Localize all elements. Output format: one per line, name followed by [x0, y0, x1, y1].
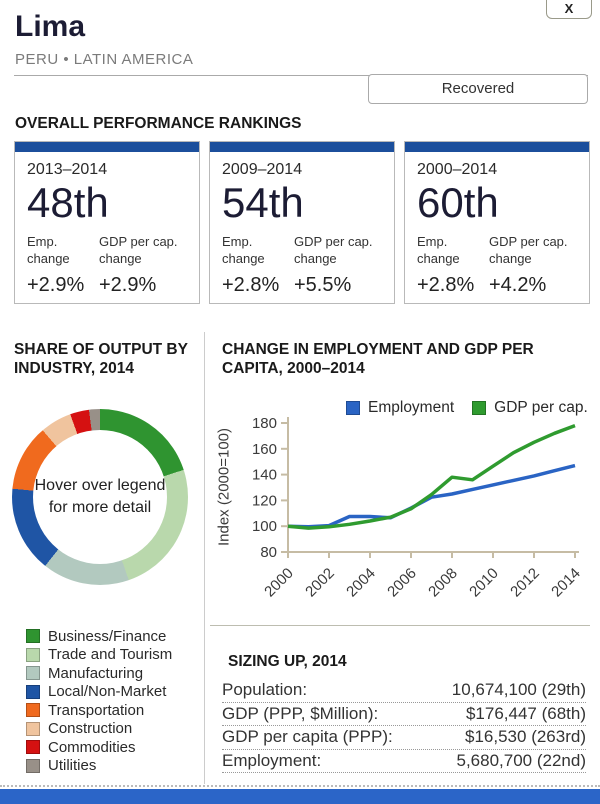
row-label: GDP (PPP, $Million):	[222, 703, 379, 723]
svg-text:2014: 2014	[548, 565, 584, 601]
legend-item-local-non-market[interactable]: Local/Non-Market	[26, 683, 172, 700]
gdp-per-cap-swatch-icon	[472, 401, 487, 416]
legend-item-construction[interactable]: Construction	[26, 720, 172, 737]
line-chart: Employment GDP per cap. Index (2000=100)…	[210, 395, 600, 619]
gdp-change-value: +2.9%	[99, 273, 157, 296]
line-chart-heading: CHANGE IN EMPLOYMENT AND GDP PER CAPITA,…	[222, 341, 534, 378]
utilities-swatch-icon	[26, 758, 40, 773]
gdp-change-value: +4.2%	[489, 273, 547, 296]
table-row-employment: Employment: 5,680,700 (22nd)	[222, 750, 587, 773]
table-row-population: Population: 10,674,100 (29th)	[222, 679, 586, 703]
card-period: 2009–2014	[222, 161, 303, 178]
card-period: 2000–2014	[417, 161, 498, 178]
row-value: 10,674,100 (29th)	[451, 680, 586, 700]
emp-change-value: +2.8%	[222, 273, 280, 296]
emp-change-label: Emp. change	[417, 234, 460, 266]
breadcrumb: PERU • LATIN AMERICA	[15, 51, 194, 68]
svg-text:2006: 2006	[384, 565, 420, 601]
svg-text:2002: 2002	[302, 565, 338, 601]
sizing-table: Population: 10,674,100 (29th) GDP (PPP, …	[222, 679, 586, 773]
svg-text:140: 140	[252, 467, 277, 484]
card-accent-bar	[15, 142, 199, 152]
svg-text:80: 80	[260, 544, 277, 561]
industry-heading: SHARE OF OUTPUT BY INDUSTRY, 2014	[14, 341, 188, 378]
sizing-divider	[210, 625, 590, 626]
svg-text:160: 160	[252, 441, 277, 458]
donut-hover-hint: Hover over legend for more detail	[34, 477, 166, 516]
legend-item-commodities[interactable]: Commodities	[26, 739, 172, 756]
rankings-heading: OVERALL PERFORMANCE RANKINGS	[15, 115, 302, 132]
commodities-swatch-icon	[26, 740, 40, 755]
vertical-divider	[204, 332, 205, 784]
svg-text:2010: 2010	[466, 565, 502, 601]
gdp-change-label: GDP per cap. change	[294, 234, 373, 266]
card-accent-bar	[405, 142, 589, 152]
row-value: $176,447 (68th)	[465, 703, 586, 723]
gdp-change-label: GDP per cap. change	[99, 234, 178, 266]
legend-item-business-finance[interactable]: Business/Finance	[26, 628, 172, 645]
trade-tourism-swatch-icon	[26, 647, 40, 662]
svg-text:100: 100	[252, 518, 277, 535]
legend-item-transportation[interactable]: Transportation	[26, 702, 172, 719]
local-non-market-swatch-icon	[26, 684, 40, 699]
card-rank: 54th	[222, 179, 304, 226]
card-rank: 60th	[417, 179, 499, 226]
gdp-change-label: GDP per cap. change	[489, 234, 568, 266]
svg-text:2012: 2012	[507, 565, 543, 601]
page-title: Lima	[15, 10, 86, 43]
line-chart-legend: Employment GDP per cap.	[346, 399, 588, 416]
ranking-card-2013-2014: 2013–2014 48th Emp. change +2.9% GDP per…	[14, 141, 200, 304]
legend-item-gdp-per-cap: GDP per cap.	[472, 399, 588, 416]
legend-item-employment: Employment	[346, 399, 454, 416]
ranking-card-2000-2014: 2000–2014 60th Emp. change +2.8% GDP per…	[404, 141, 590, 304]
svg-text:2008: 2008	[425, 565, 461, 601]
row-label: GDP per capita (PPP):	[222, 727, 393, 747]
emp-change-value: +2.9%	[27, 273, 85, 296]
business-finance-swatch-icon	[26, 629, 40, 644]
emp-change-label: Emp. change	[222, 234, 265, 266]
employment-swatch-icon	[346, 401, 360, 416]
close-button[interactable]: X	[546, 0, 592, 19]
ranking-card-2009-2014: 2009–2014 54th Emp. change +2.8% GDP per…	[209, 141, 395, 304]
legend-item-utilities[interactable]: Utilities	[26, 757, 172, 774]
legend-item-trade-tourism[interactable]: Trade and Tourism	[26, 646, 172, 663]
row-label: Population:	[222, 680, 308, 700]
emp-change-value: +2.8%	[417, 273, 475, 296]
y-axis-label: Index (2000=100)	[215, 427, 233, 547]
manufacturing-swatch-icon	[26, 666, 40, 681]
construction-swatch-icon	[26, 721, 40, 736]
card-accent-bar	[210, 142, 394, 152]
recovery-status-button[interactable]: Recovered	[368, 74, 588, 104]
donut-hole	[33, 430, 167, 564]
svg-text:2004: 2004	[343, 565, 379, 601]
card-period: 2013–2014	[27, 161, 108, 178]
card-rank: 48th	[27, 179, 109, 226]
transportation-swatch-icon	[26, 703, 40, 718]
svg-text:180: 180	[252, 415, 277, 432]
svg-text:2000: 2000	[261, 565, 297, 601]
industry-donut	[12, 409, 188, 585]
footer-dotted-divider	[0, 785, 600, 787]
svg-text:120: 120	[252, 492, 277, 509]
sizing-heading: SIZING UP, 2014	[228, 653, 347, 670]
header-divider	[14, 75, 588, 76]
emp-change-label: Emp. change	[27, 234, 70, 266]
row-value: 5,680,700 (22nd)	[456, 750, 587, 770]
table-row-gdp-per-capita: GDP per capita (PPP): $16,530 (263rd)	[222, 726, 586, 750]
table-row-gdp: GDP (PPP, $Million): $176,447 (68th)	[222, 703, 586, 726]
row-value: $16,530 (263rd)	[465, 727, 586, 747]
industry-legend: Business/Finance Trade and Tourism Manuf…	[26, 628, 172, 774]
row-label: Employment:	[222, 750, 322, 770]
footer-accent-bar	[0, 789, 600, 804]
legend-item-manufacturing[interactable]: Manufacturing	[26, 665, 172, 682]
gdp-change-value: +5.5%	[294, 273, 352, 296]
